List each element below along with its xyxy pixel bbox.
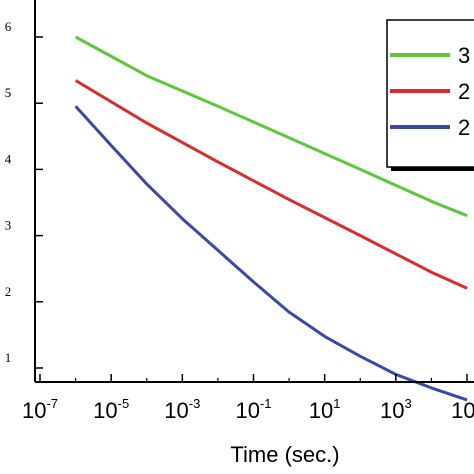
legend-label-1: 3 <box>458 43 470 68</box>
x-tick-label: 101 <box>309 396 341 423</box>
x-tick-label: 105 <box>451 396 474 423</box>
axes <box>34 0 474 383</box>
y-tick-label: 2 <box>5 284 12 299</box>
legend-shadow <box>391 167 474 171</box>
y-tick-label: 3 <box>5 218 12 233</box>
y-tick-label: 1 <box>5 350 12 365</box>
series-line-1 <box>74 35 468 218</box>
y-tick-label: 4 <box>5 151 12 166</box>
series-line-2 <box>74 79 468 290</box>
series-line-3 <box>74 105 468 402</box>
ticks: 10-7 10-5 10-3 10-1 101 103 105 6 5 4 3 2 1 <box>5 19 474 423</box>
x-tick-label: 10-7 <box>22 396 58 423</box>
legend-label-2: 2 <box>458 79 470 104</box>
legend: 3 2 2 <box>386 19 474 171</box>
x-axis-title: Time (sec.) <box>230 442 339 467</box>
x-tick-label: 10-5 <box>93 396 129 423</box>
x-tick-label: 10-3 <box>164 396 200 423</box>
legend-label-3: 2 <box>458 115 470 140</box>
legend-box <box>386 19 474 168</box>
x-tick-label: 103 <box>380 396 412 423</box>
x-tick-label: 10-1 <box>235 396 271 423</box>
series-layer <box>74 35 468 402</box>
y-tick-label: 5 <box>5 85 12 100</box>
y-tick-label: 6 <box>5 19 12 34</box>
